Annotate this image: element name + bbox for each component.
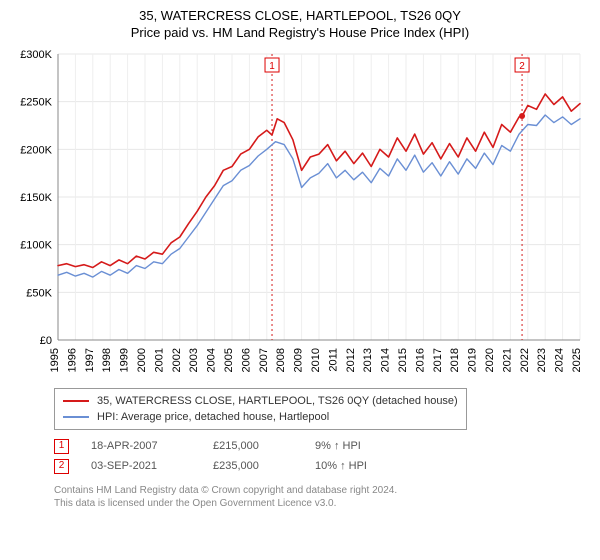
plot-area: £0 £50K £100K £150K £200K £250K £300K 1995 1996 1… [10, 50, 590, 380]
legend-swatch-1 [63, 400, 89, 402]
title-line-2: Price paid vs. HM Land Registry's House … [10, 25, 590, 40]
svg-text:2013: 2013 [362, 348, 374, 372]
svg-text:£100K: £100K [20, 240, 52, 252]
sale-marker-2: 2 [54, 459, 69, 474]
legend-swatch-2 [63, 416, 89, 418]
sale-pct-2: 10% ↑ HPI [315, 456, 367, 476]
svg-text:1997: 1997 [84, 348, 96, 372]
footer-line-1: Contains HM Land Registry data © Crown c… [54, 484, 590, 497]
sale-price-1: £215,000 [213, 436, 293, 456]
footer-note: Contains HM Land Registry data © Crown c… [54, 484, 590, 510]
title-block: 35, WATERCRESS CLOSE, HARTLEPOOL, TS26 0… [10, 8, 590, 40]
sale-price-2: £235,000 [213, 456, 293, 476]
sale-row-1: 1 18-APR-2007 £215,000 9% ↑ HPI [54, 436, 590, 456]
svg-text:1995: 1995 [49, 348, 61, 372]
svg-text:£200K: £200K [20, 144, 52, 156]
svg-text:2009: 2009 [293, 348, 305, 372]
svg-text:2005: 2005 [223, 348, 235, 372]
svg-text:£0: £0 [40, 335, 52, 347]
legend-box: 35, WATERCRESS CLOSE, HARTLEPOOL, TS26 0… [54, 388, 467, 430]
sale-marker-1: 1 [54, 439, 69, 454]
svg-text:2002: 2002 [171, 348, 183, 372]
svg-text:2: 2 [519, 61, 525, 72]
legend-row-2: HPI: Average price, detached house, Hart… [63, 409, 458, 425]
sale-date-2: 03-SEP-2021 [91, 456, 191, 476]
svg-text:2010: 2010 [310, 348, 322, 372]
svg-text:2000: 2000 [136, 348, 148, 372]
svg-text:2014: 2014 [380, 348, 392, 372]
sale-date-1: 18-APR-2007 [91, 436, 191, 456]
svg-text:2024: 2024 [554, 348, 566, 372]
svg-text:2004: 2004 [206, 348, 218, 372]
line-chart: £0 £50K £100K £150K £200K £250K £300K 1995 1996 1… [10, 50, 590, 380]
legend-label-2: HPI: Average price, detached house, Hart… [97, 409, 329, 425]
svg-text:2019: 2019 [467, 348, 479, 372]
svg-text:1: 1 [269, 61, 275, 72]
svg-text:2007: 2007 [258, 348, 270, 372]
chart-container: 35, WATERCRESS CLOSE, HARTLEPOOL, TS26 0… [0, 0, 600, 560]
svg-text:2018: 2018 [449, 348, 461, 372]
svg-text:2015: 2015 [397, 348, 409, 372]
legend-label-1: 35, WATERCRESS CLOSE, HARTLEPOOL, TS26 0… [97, 393, 458, 409]
sale-pct-1: 9% ↑ HPI [315, 436, 361, 456]
svg-text:2025: 2025 [571, 348, 583, 372]
footer-line-2: This data is licensed under the Open Gov… [54, 497, 590, 510]
svg-text:1996: 1996 [66, 348, 78, 372]
sale-rows: 1 18-APR-2007 £215,000 9% ↑ HPI 2 03-SEP… [54, 436, 590, 476]
svg-text:2021: 2021 [501, 348, 513, 372]
svg-text:£150K: £150K [20, 192, 52, 204]
sale-row-2: 2 03-SEP-2021 £235,000 10% ↑ HPI [54, 456, 590, 476]
svg-text:2008: 2008 [275, 348, 287, 372]
svg-text:2016: 2016 [414, 348, 426, 372]
title-line-1: 35, WATERCRESS CLOSE, HARTLEPOOL, TS26 0… [10, 8, 590, 23]
svg-text:1998: 1998 [101, 348, 113, 372]
svg-text:2017: 2017 [432, 348, 444, 372]
svg-text:£300K: £300K [20, 50, 52, 61]
svg-text:£50K: £50K [26, 287, 52, 299]
svg-text:2006: 2006 [240, 348, 252, 372]
legend-row-1: 35, WATERCRESS CLOSE, HARTLEPOOL, TS26 0… [63, 393, 458, 409]
svg-text:2012: 2012 [345, 348, 357, 372]
svg-text:2003: 2003 [188, 348, 200, 372]
svg-text:2011: 2011 [327, 348, 339, 372]
svg-text:£250K: £250K [20, 97, 52, 109]
svg-text:2020: 2020 [484, 348, 496, 372]
svg-text:2022: 2022 [519, 348, 531, 372]
svg-text:2023: 2023 [536, 348, 548, 372]
svg-text:1999: 1999 [119, 348, 131, 372]
svg-text:2001: 2001 [153, 348, 165, 372]
